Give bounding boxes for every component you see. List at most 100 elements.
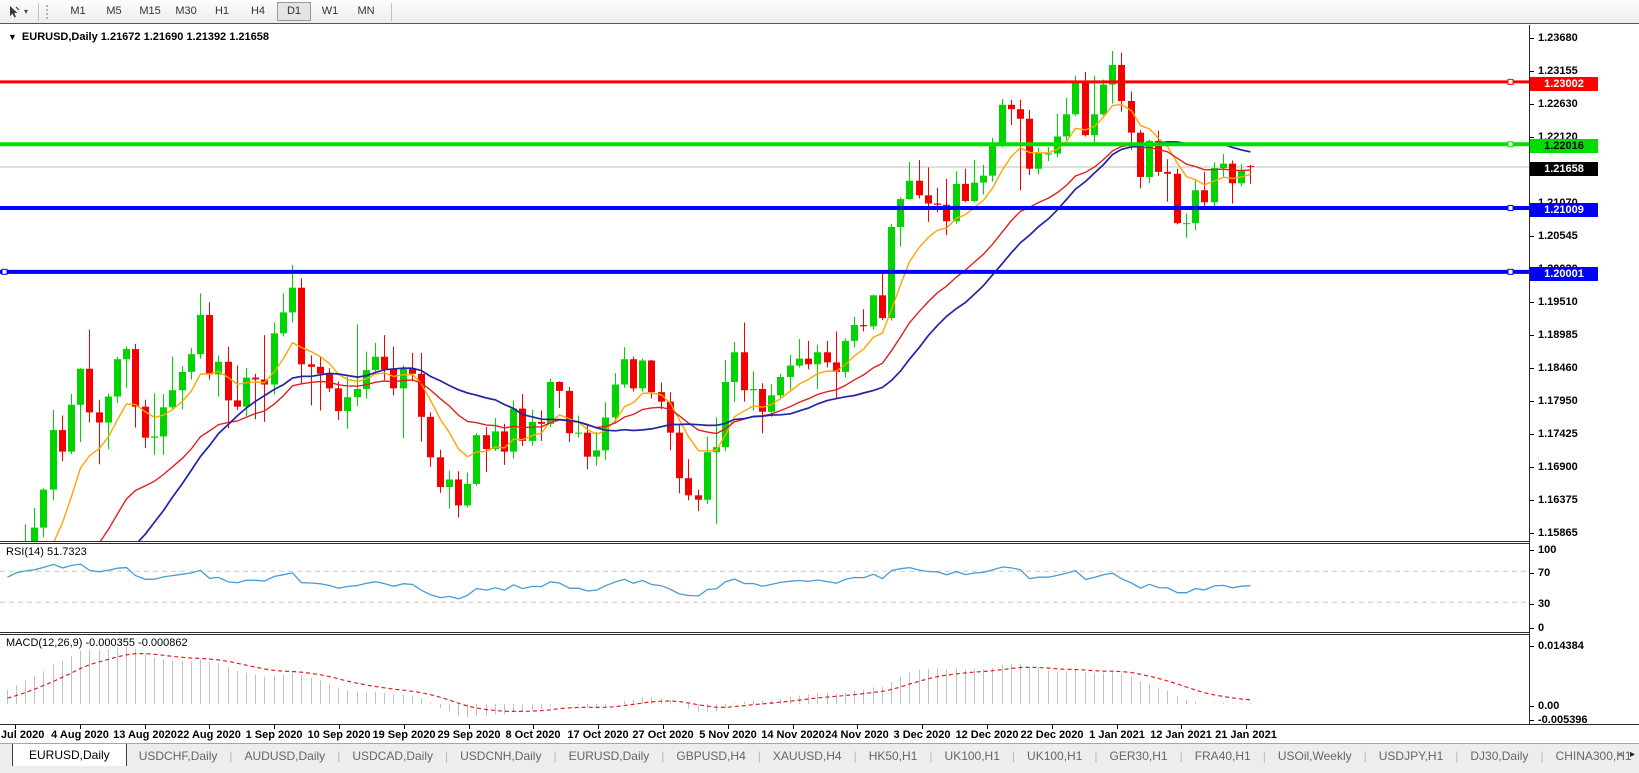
price-tick (1530, 104, 1534, 105)
price-tick (1530, 38, 1534, 39)
tab-item-gbpusd-h4[interactable]: GBPUSD,H4 (676, 748, 746, 763)
tab-item-uk100-h1[interactable]: UK100,H1 (944, 748, 1000, 763)
pointer-tool-button[interactable]: ▾ (4, 3, 31, 21)
timeframe-button-W1[interactable]: W1 (321, 5, 339, 17)
price-axis[interactable]: 1.236801.231551.226301.221201.215951.210… (1530, 26, 1639, 744)
pane-separator[interactable] (0, 541, 1639, 544)
timeframe-button-M15[interactable]: M15 (139, 5, 161, 17)
time-tick (598, 725, 599, 729)
ma-lines (53, 103, 1251, 541)
timeframe-button-M1[interactable]: M1 (70, 5, 86, 17)
macd-tick-label: 0.014384 (1538, 640, 1584, 652)
time-tick-label: 1 Sep 2020 (245, 729, 303, 741)
time-tick-label: 12 Dec 2020 (955, 729, 1019, 741)
time-tick (15, 725, 16, 729)
scroll-left-icon[interactable]: ◂ (1616, 749, 1622, 760)
tab-separator: | (661, 748, 665, 763)
candlestick-chart[interactable] (0, 26, 1529, 541)
macd-histogram (7, 646, 1251, 718)
time-tick (857, 725, 858, 729)
cursor-icon (10, 5, 20, 17)
macd-tick-label: -0.005396 (1538, 714, 1588, 726)
macd-indicator-pane[interactable]: MACD(12,26,9) -0.000355 -0.000862 (0, 635, 1529, 723)
time-tick (145, 725, 146, 729)
pane-separator[interactable] (0, 632, 1639, 635)
rsi-tick (1530, 604, 1534, 605)
timeframe-button-MN[interactable]: MN (357, 5, 375, 17)
tab-item-fra40-h1[interactable]: FRA40,H1 (1194, 748, 1251, 763)
tab-separator: | (445, 748, 449, 763)
tab-separator: | (553, 748, 557, 763)
chart-tab-bar: EURUSD,Daily USDCHF,Daily | AUDUSD,Daily | US… (0, 743, 1639, 767)
time-tick (663, 725, 664, 729)
time-tick (404, 725, 405, 729)
toolbar: ▾ M1 M5 M15 M30 H1 H4 D1 W1 MN (0, 0, 1639, 24)
time-tick-label: 22 Aug 2020 (177, 729, 241, 741)
tab-separator: | (1363, 748, 1367, 763)
collapse-triangle-icon[interactable]: ▼ (8, 32, 17, 42)
price-tick (1530, 434, 1534, 435)
rsi-tick (1530, 628, 1534, 629)
timeframe-button-M5[interactable]: M5 (106, 5, 122, 17)
tab-item-china300-h1[interactable]: CHINA300,H1 (1555, 748, 1632, 763)
tab-item-usdcnh-daily[interactable]: USDCNH,Daily (460, 748, 542, 763)
time-tick-label: 14 Nov 2020 (761, 729, 825, 741)
rsi-tick (1530, 550, 1534, 551)
tab-scroll-arrows: ◂ ▸ (1617, 743, 1635, 766)
time-tick-label: 24 Nov 2020 (825, 729, 889, 741)
time-tick-label: 3 Dec 2020 (893, 729, 951, 741)
time-tick-label: 8 Oct 2020 (505, 729, 561, 741)
macd-tick (1530, 706, 1534, 707)
timeframe-button-D1[interactable]: D1 (277, 2, 312, 21)
ma-medium-line (99, 144, 1251, 541)
macd-signal-line (7, 653, 1251, 712)
macd-tick-label: 0.00 (1538, 700, 1560, 712)
hline-price-label: 1.22016 (1530, 139, 1598, 153)
rsi-chart[interactable] (0, 544, 1529, 632)
tab-item-xauusd-h4[interactable]: XAUUSD,H4 (772, 748, 842, 763)
tab-separator: | (1540, 748, 1544, 763)
tab-item-usdjpy-h1[interactable]: USDJPY,H1 (1378, 748, 1444, 763)
time-tick-label: 5 Nov 2020 (699, 729, 757, 741)
time-tick (1181, 725, 1182, 729)
time-tick-label: 29 Sep 2020 (437, 729, 501, 741)
time-tick-label: 1 Jan 2021 (1089, 729, 1145, 741)
tab-item-eurusd-daily[interactable]: EURUSD,Daily (12, 744, 127, 767)
ma-fast-line (53, 103, 1251, 541)
tab-item-dj30-daily[interactable]: DJ30,Daily (1470, 748, 1529, 763)
tab-item-audusd-daily[interactable]: AUDUSD,Daily (244, 748, 326, 763)
timeframe-button-H1[interactable]: H1 (214, 5, 230, 17)
toolbar-grip-handle[interactable] (46, 4, 52, 19)
tab-item-usdcad-daily[interactable]: USDCAD,Daily (352, 748, 433, 763)
timeframe-button-H4[interactable]: H4 (250, 5, 266, 17)
horizontal-lines[interactable] (0, 78, 1529, 275)
price-tick-label: 1.18985 (1538, 329, 1578, 341)
timeframe-button-M30[interactable]: M30 (175, 5, 197, 17)
tab-item-eurusd-daily[interactable]: EURUSD,Daily (568, 748, 650, 763)
price-tick (1530, 467, 1534, 468)
chart-title-text: EURUSD,Daily 1.21672 1.21690 1.21392 1.2… (21, 31, 269, 43)
tab-item-ger30-h1[interactable]: GER30,H1 (1109, 748, 1168, 763)
tab-item-hk50-h1[interactable]: HK50,H1 (868, 748, 918, 763)
hline-price-label: 1.21009 (1530, 203, 1598, 217)
main-chart-pane[interactable]: ▼ EURUSD,Daily 1.21672 1.21690 1.21392 1.… (0, 26, 1529, 541)
price-tick-label: 1.15865 (1538, 527, 1578, 539)
rsi-tick-label: 0 (1538, 622, 1545, 634)
rsi-label: RSI(14) 51.7323 (6, 546, 87, 558)
time-tick (274, 725, 275, 729)
tab-item-usoil-weekly[interactable]: USOil,Weekly (1277, 748, 1352, 763)
price-tick (1530, 335, 1534, 336)
rsi-levels (0, 570, 1529, 603)
tab-item-usdchf-daily[interactable]: USDCHF,Daily (138, 748, 218, 763)
price-tick-label: 1.16375 (1538, 494, 1578, 506)
chevron-down-icon[interactable]: ▾ (24, 7, 29, 16)
price-axis-border (1529, 25, 1530, 724)
scroll-right-icon[interactable]: ▸ (1629, 749, 1635, 760)
tab-item-uk100-h1[interactable]: UK100,H1 (1027, 748, 1083, 763)
timeframe-button-group: M1 M5 M15 M30 H1 H4 D1 W1 MN (56, 0, 388, 23)
rsi-indicator-pane[interactable]: RSI(14) 51.7323 (0, 544, 1529, 632)
toolbar-separator (391, 2, 393, 21)
time-tick (728, 725, 729, 729)
macd-chart[interactable] (0, 635, 1529, 723)
